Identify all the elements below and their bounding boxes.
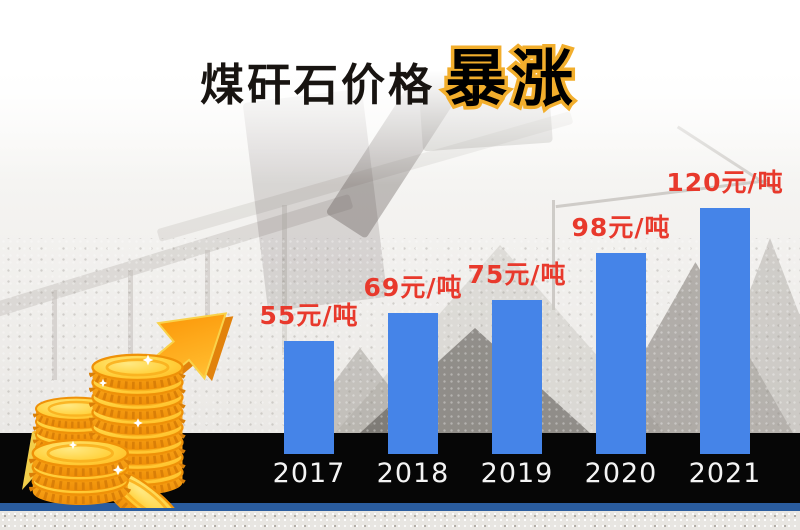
value-label-2017: 55元/吨 bbox=[259, 301, 359, 330]
value-label-2021: 120元/吨 bbox=[666, 168, 784, 197]
price-bar-2020 bbox=[596, 253, 646, 454]
year-label-2017: 2017 bbox=[272, 458, 346, 489]
price-bar-2019 bbox=[492, 300, 542, 454]
year-label-2021: 2021 bbox=[688, 458, 762, 489]
year-label-2019: 2019 bbox=[480, 458, 554, 489]
title-highlight-fill: 暴涨 bbox=[445, 42, 578, 115]
price-bar-2018 bbox=[388, 313, 438, 454]
gold-coin-stacks-icon bbox=[22, 338, 250, 508]
title-highlight-outline: 暴涨 bbox=[441, 42, 578, 115]
year-label-2020: 2020 bbox=[584, 458, 658, 489]
page-title: 煤矸石价格 暴涨 暴涨 bbox=[200, 42, 578, 115]
year-label-2018: 2018 bbox=[376, 458, 450, 489]
value-label-2018: 69元/吨 bbox=[363, 273, 463, 302]
value-label-2019: 75元/吨 bbox=[467, 260, 567, 289]
value-label-2020: 98元/吨 bbox=[571, 213, 671, 242]
footer-gravel-strip bbox=[0, 511, 800, 530]
footer-blue-line bbox=[0, 503, 800, 511]
title-main-text: 煤矸石价格 bbox=[200, 60, 435, 111]
price-bar-2017 bbox=[284, 341, 334, 454]
price-bar-2021 bbox=[700, 208, 750, 454]
title-highlight-text: 暴涨 暴涨 bbox=[441, 42, 578, 115]
